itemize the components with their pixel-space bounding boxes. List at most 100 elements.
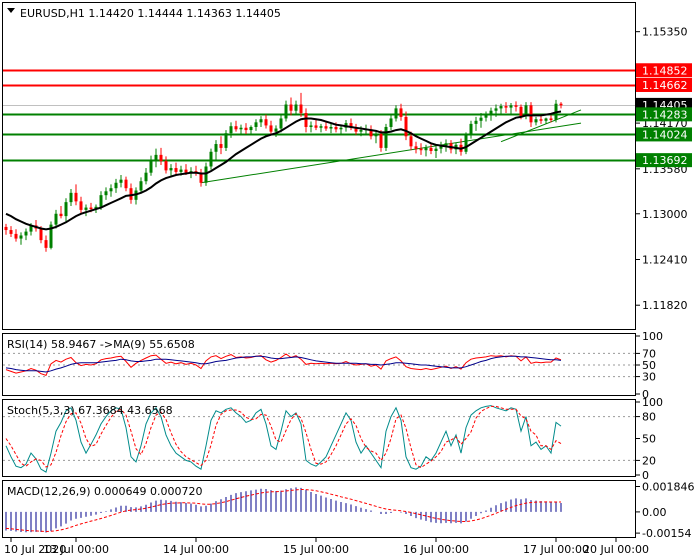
candle-body xyxy=(104,191,108,196)
candle xyxy=(169,164,173,176)
candle-body xyxy=(519,106,523,117)
candle-body xyxy=(74,192,78,202)
y-tick-label: 1.15350 xyxy=(642,26,688,39)
candle-body xyxy=(234,126,238,130)
candle-body xyxy=(434,148,438,152)
candle-body xyxy=(479,117,483,121)
stoch-series-0 xyxy=(5,405,562,473)
price-panel: 1.153501.148501.141701.135801.130001.124… xyxy=(3,26,692,312)
candle-body xyxy=(289,104,293,111)
candle-body xyxy=(9,230,13,234)
stochastic-panel: 100 80 50 20 0 xyxy=(3,396,663,482)
candle-body xyxy=(469,123,473,136)
candle-body xyxy=(129,188,133,200)
candle xyxy=(389,114,393,131)
price-label-box xyxy=(636,77,692,92)
candle-body xyxy=(559,103,563,106)
main-panel-frame xyxy=(2,2,636,330)
candle xyxy=(154,148,158,168)
candle-body xyxy=(379,133,383,148)
candle-body xyxy=(499,106,503,109)
candle xyxy=(414,141,418,154)
candle xyxy=(219,136,223,155)
y-tick-label: 0.00 xyxy=(642,506,667,519)
support-price-label: 1.14024 xyxy=(636,127,692,142)
candle-body xyxy=(329,126,333,129)
y-tick-label: 0 xyxy=(642,469,649,482)
candle-body xyxy=(524,105,528,117)
price-label-text: 1.13692 xyxy=(642,154,688,167)
candle xyxy=(304,108,308,133)
candle-body xyxy=(369,129,373,137)
candle xyxy=(299,92,303,117)
candle-body xyxy=(214,144,218,152)
candle xyxy=(469,120,473,139)
stoch-series-1 xyxy=(5,405,562,469)
candle-body xyxy=(159,154,163,162)
candle-body xyxy=(409,136,413,147)
candle-body xyxy=(319,126,323,128)
candle xyxy=(124,176,128,192)
candle xyxy=(509,102,513,115)
macd-signal-line xyxy=(5,488,561,533)
candle-body xyxy=(144,172,148,182)
candle xyxy=(139,177,143,194)
candle-body xyxy=(244,127,248,131)
candle xyxy=(534,116,538,126)
candle-body xyxy=(489,110,493,115)
candle xyxy=(209,148,213,170)
trendline xyxy=(500,109,582,143)
candle-body xyxy=(209,151,213,167)
main-title: EURUSD,H1 1.14420 1.14444 1.14363 1.1440… xyxy=(20,7,281,20)
candle-body xyxy=(59,213,63,217)
candle xyxy=(44,235,48,252)
candle-body xyxy=(539,119,543,121)
x-tick-label: 16 Jul 00:00 xyxy=(403,543,469,556)
y-tick-label: 0.001846 xyxy=(642,480,695,493)
candle xyxy=(354,123,358,135)
candle-body xyxy=(84,207,88,210)
candle-body xyxy=(89,207,93,210)
candle-body xyxy=(254,122,258,127)
candle xyxy=(239,124,243,136)
y-tick-label: 80 xyxy=(642,411,656,424)
candle-body xyxy=(4,226,8,231)
y-tick-label: 1.11820 xyxy=(642,299,688,312)
candle xyxy=(424,144,428,157)
candle-body xyxy=(94,206,98,210)
candle-body xyxy=(404,116,408,137)
candle-body xyxy=(394,108,398,119)
candle-body xyxy=(384,126,388,148)
rsi-series-1 xyxy=(5,355,562,373)
candle xyxy=(324,121,328,131)
candle-body xyxy=(219,144,223,148)
price-label-box xyxy=(636,127,692,142)
candle-body xyxy=(284,104,288,119)
candle xyxy=(144,168,148,185)
candle-body xyxy=(154,154,158,160)
candle-body xyxy=(494,108,498,111)
candle xyxy=(309,121,313,133)
resistance-price-label: 1.14662 xyxy=(636,77,692,92)
symbol-dropdown-icon[interactable] xyxy=(7,8,15,13)
candle xyxy=(24,228,28,241)
candle-body xyxy=(544,118,548,121)
candle-body xyxy=(534,119,538,123)
candle-body xyxy=(114,182,118,189)
candle xyxy=(199,168,203,187)
candle-body xyxy=(514,105,518,107)
candle xyxy=(104,187,108,200)
macd-panel: 0.001846 0.00 -0.00154 xyxy=(5,480,695,540)
candle-body xyxy=(109,188,113,192)
resistance-price-label: 1.14852 xyxy=(636,63,692,78)
candle xyxy=(349,118,353,131)
candle xyxy=(254,119,258,131)
y-tick-label: 50 xyxy=(642,433,656,446)
candle xyxy=(234,120,238,132)
candle xyxy=(164,156,168,174)
candle xyxy=(504,102,508,114)
candle-body xyxy=(264,119,268,126)
candle-body xyxy=(299,104,303,114)
candle-body xyxy=(199,173,203,183)
price-label-text: 1.14662 xyxy=(642,79,688,92)
